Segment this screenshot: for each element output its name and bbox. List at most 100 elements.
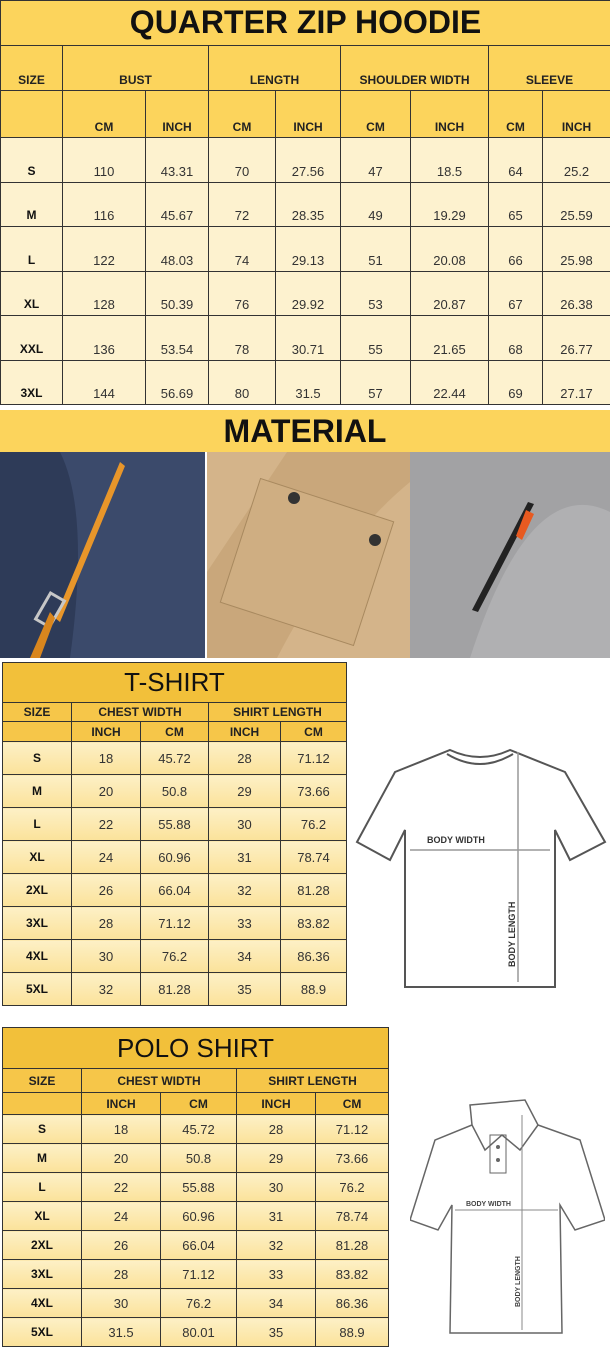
value-cell: 71.12 bbox=[314, 1114, 390, 1144]
size-cell: 4XL bbox=[2, 1288, 82, 1318]
value-cell: 78.74 bbox=[314, 1201, 390, 1231]
column-group-header: SHIRT LENGTH bbox=[235, 1068, 390, 1093]
value-cell: 88.9 bbox=[280, 972, 347, 1006]
value-cell: 33 bbox=[208, 906, 281, 940]
value-cell: 45.72 bbox=[140, 741, 209, 775]
empty-header bbox=[2, 1092, 82, 1115]
value-cell: 35 bbox=[236, 1317, 316, 1347]
table-row: M 20 50.8 29 73.66 bbox=[2, 774, 347, 808]
value-cell: 76.2 bbox=[160, 1288, 237, 1318]
table-title: QUARTER ZIP HOODIE bbox=[0, 0, 610, 46]
value-cell: 25.2 bbox=[541, 137, 610, 183]
value-cell: 31 bbox=[236, 1201, 316, 1231]
size-cell: XL bbox=[2, 840, 72, 874]
value-cell: 51 bbox=[340, 226, 411, 272]
value-cell: 30 bbox=[208, 807, 281, 841]
hoodie-size-table: QUARTER ZIP HOODIE SIZE BUST LENGTH SHOULDER… bbox=[0, 0, 610, 405]
unit-header: INCH bbox=[145, 90, 209, 138]
size-cell: L bbox=[2, 807, 72, 841]
beige-cargo-photo bbox=[207, 452, 410, 658]
unit-header: CM bbox=[314, 1092, 390, 1115]
value-cell: 81.28 bbox=[314, 1230, 390, 1260]
value-cell: 22 bbox=[81, 1172, 161, 1202]
value-cell: 86.36 bbox=[314, 1288, 390, 1318]
size-cell: 5XL bbox=[2, 972, 72, 1006]
value-cell: 29.92 bbox=[275, 270, 341, 316]
unit-header: CM bbox=[160, 1092, 237, 1115]
value-cell: 57 bbox=[340, 359, 411, 405]
value-cell: 78.74 bbox=[280, 840, 347, 874]
table-row: S 18 45.72 28 71.12 bbox=[2, 1114, 390, 1144]
value-cell: 20.87 bbox=[410, 270, 489, 316]
value-cell: 116 bbox=[62, 181, 146, 227]
value-cell: 71.12 bbox=[140, 906, 209, 940]
size-cell: XXL bbox=[0, 315, 63, 361]
value-cell: 32 bbox=[236, 1230, 316, 1260]
value-cell: 47 bbox=[340, 137, 411, 183]
value-cell: 65 bbox=[488, 181, 543, 227]
value-cell: 35 bbox=[208, 972, 281, 1006]
value-cell: 30 bbox=[81, 1288, 161, 1318]
size-cell: S bbox=[0, 137, 63, 183]
column-group-header: CHEST WIDTH bbox=[71, 702, 209, 722]
table-row: XL 128 50.39 76 29.92 53 20.87 67 26.38 bbox=[0, 270, 610, 316]
value-cell: 27.56 bbox=[275, 137, 341, 183]
column-group-header: CHEST WIDTH bbox=[81, 1068, 237, 1093]
value-cell: 34 bbox=[208, 939, 281, 973]
value-cell: 69 bbox=[488, 359, 543, 405]
size-cell: 5XL bbox=[2, 1317, 82, 1347]
value-cell: 24 bbox=[71, 840, 141, 874]
table-row: 5XL 31.5 80.01 35 88.9 bbox=[2, 1317, 390, 1347]
unit-header: CM bbox=[62, 90, 146, 138]
unit-header: INCH bbox=[275, 90, 341, 138]
body-length-label: BODY LENGTH bbox=[507, 902, 517, 967]
table-row: L 22 55.88 30 76.2 bbox=[2, 1172, 390, 1202]
value-cell: 21.65 bbox=[410, 315, 489, 361]
table-row: XL 24 60.96 31 78.74 bbox=[2, 840, 347, 874]
value-cell: 64 bbox=[488, 137, 543, 183]
value-cell: 24 bbox=[81, 1201, 161, 1231]
value-cell: 122 bbox=[62, 226, 146, 272]
size-header: SIZE bbox=[0, 45, 63, 91]
value-cell: 50.39 bbox=[145, 270, 209, 316]
value-cell: 29 bbox=[208, 774, 281, 808]
column-group-header: SLEEVE bbox=[487, 45, 610, 91]
value-cell: 18.5 bbox=[410, 137, 489, 183]
polo-size-table: POLO SHIRT SIZE CHEST WIDTH SHIRT LENGTH INC… bbox=[1, 1027, 390, 1347]
value-cell: 78 bbox=[208, 315, 276, 361]
polo-diagram: BODY WIDTH BODY LENGTH bbox=[410, 1099, 605, 1334]
value-cell: 71.12 bbox=[160, 1259, 237, 1289]
value-cell: 55.88 bbox=[140, 807, 209, 841]
value-cell: 25.59 bbox=[541, 181, 610, 227]
size-header: SIZE bbox=[2, 702, 72, 722]
value-cell: 28 bbox=[81, 1259, 161, 1289]
size-cell: M bbox=[2, 1143, 82, 1173]
value-cell: 55 bbox=[340, 315, 411, 361]
value-cell: 76.2 bbox=[140, 939, 209, 973]
value-cell: 28 bbox=[208, 741, 281, 775]
navy-fleece-photo bbox=[0, 452, 205, 658]
table-row: L 122 48.03 74 29.13 51 20.08 66 25.98 bbox=[0, 226, 610, 272]
table-row: XL 24 60.96 31 78.74 bbox=[2, 1201, 390, 1231]
unit-header: CM bbox=[488, 90, 543, 138]
value-cell: 73.66 bbox=[280, 774, 347, 808]
value-cell: 67 bbox=[488, 270, 543, 316]
empty-header bbox=[0, 90, 63, 138]
value-cell: 29.13 bbox=[275, 226, 341, 272]
value-cell: 128 bbox=[62, 270, 146, 316]
value-cell: 70 bbox=[208, 137, 276, 183]
value-cell: 55.88 bbox=[160, 1172, 237, 1202]
table-row: 5XL 32 81.28 35 88.9 bbox=[2, 972, 347, 1006]
value-cell: 73.66 bbox=[314, 1143, 390, 1173]
value-cell: 19.29 bbox=[410, 181, 489, 227]
size-cell: 4XL bbox=[2, 939, 72, 973]
value-cell: 50.8 bbox=[160, 1143, 237, 1173]
value-cell: 20.08 bbox=[410, 226, 489, 272]
table-row: 4XL 30 76.2 34 86.36 bbox=[2, 939, 347, 973]
body-width-label: BODY WIDTH bbox=[466, 1201, 511, 1208]
table-row: M 116 45.67 72 28.35 49 19.29 65 25.59 bbox=[0, 181, 610, 227]
value-cell: 50.8 bbox=[140, 774, 209, 808]
value-cell: 27.17 bbox=[541, 359, 610, 405]
size-cell: S bbox=[2, 1114, 82, 1144]
value-cell: 68 bbox=[488, 315, 543, 361]
